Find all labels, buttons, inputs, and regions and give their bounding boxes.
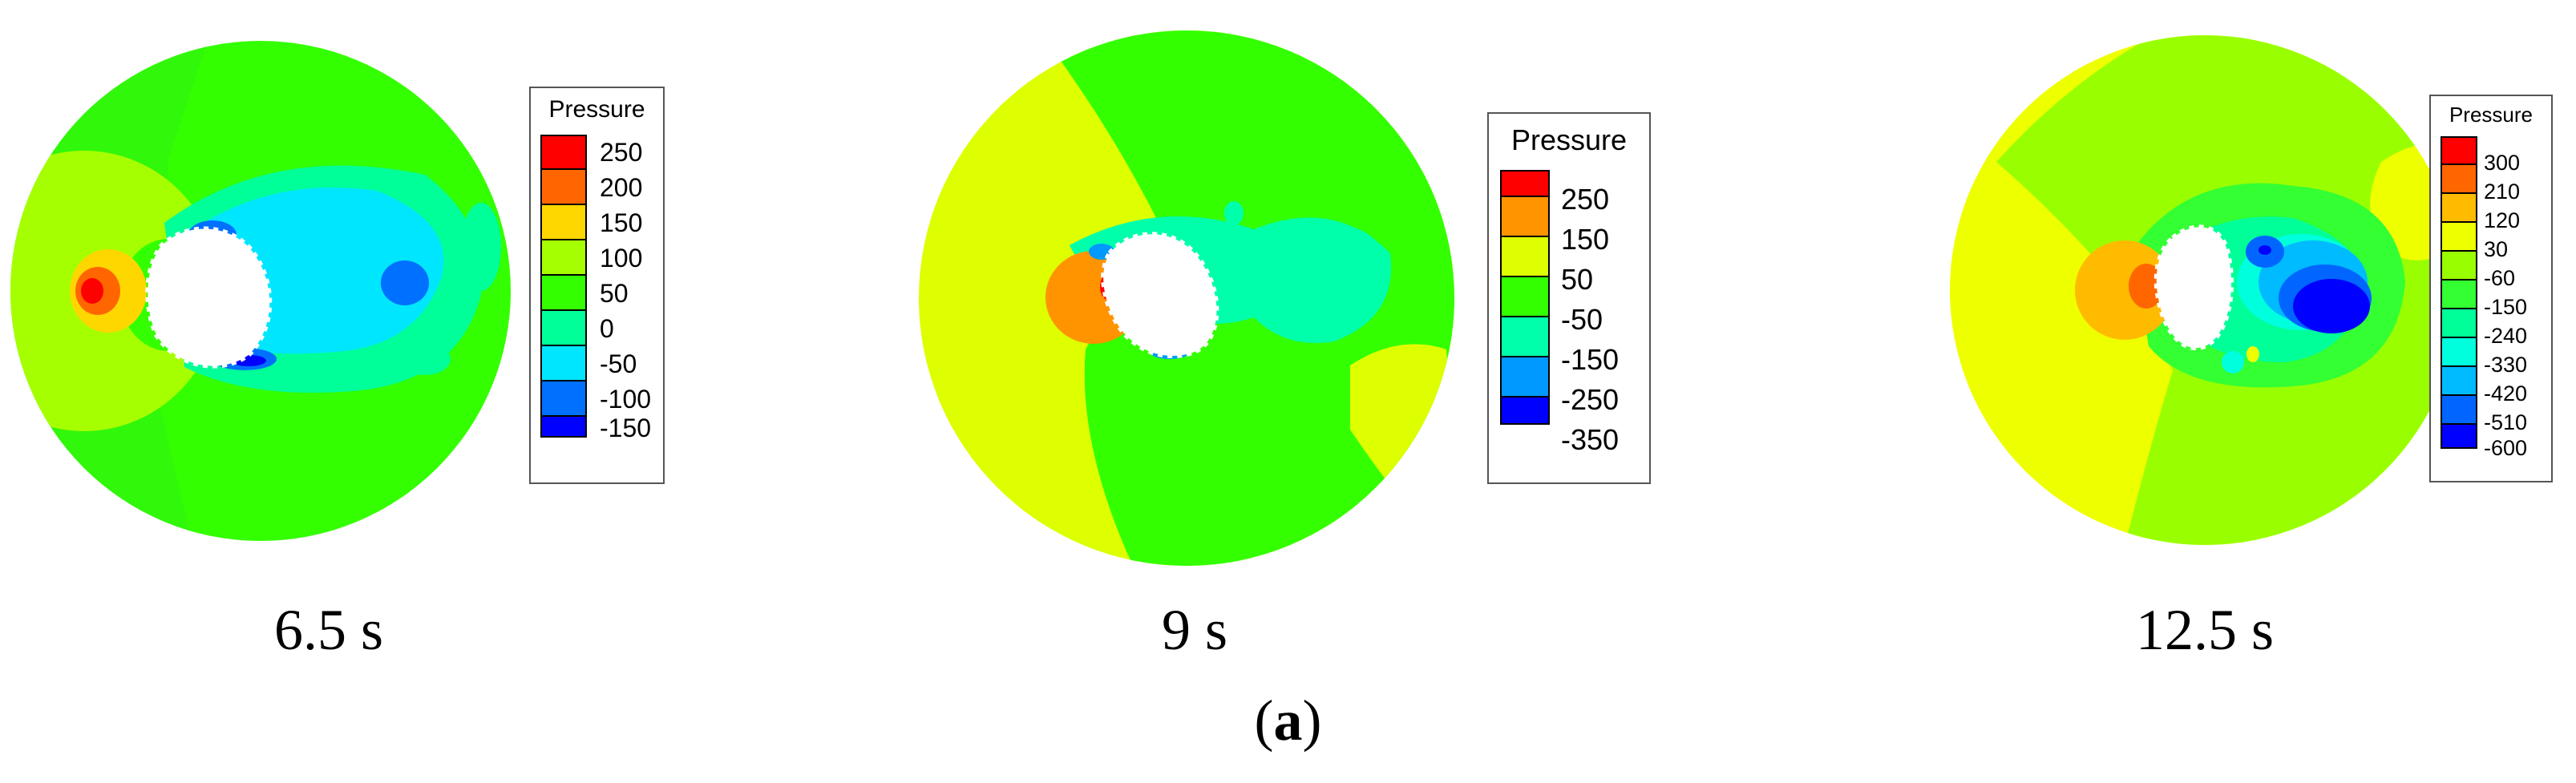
legend-swatch <box>2441 396 2477 425</box>
legend-value: -150 <box>600 414 652 442</box>
legend-box: Pressure 250 200 150 100 50 0 -50 <box>529 87 665 484</box>
legend-value: 210 <box>2484 180 2521 204</box>
legend-swatch <box>540 240 587 276</box>
legend-swatch <box>2441 194 2477 223</box>
legend-swatch <box>2441 425 2477 449</box>
legend-value: -50 <box>1561 303 1603 336</box>
legend-swatch <box>2441 223 2477 252</box>
legend-swatch <box>1500 357 1550 398</box>
legend-swatch <box>540 417 587 438</box>
legend-swatch <box>540 135 587 170</box>
legend-swatch <box>1500 317 1550 357</box>
panel-12-5s: Pressure 300 210 120 30 -60 -150 -240 <box>1716 0 2576 689</box>
legend-value: -510 <box>2484 410 2528 434</box>
legend-value: -600 <box>2484 436 2528 460</box>
legend-swatch <box>2441 136 2477 165</box>
pressure-contour-plot <box>1950 35 2460 545</box>
legend-title: Pressure <box>548 96 645 123</box>
legend-swatch <box>2441 338 2477 367</box>
pressure-contour-plot <box>10 41 511 541</box>
time-label: 6.5 s <box>273 598 384 662</box>
legend-value: 50 <box>1561 263 1594 296</box>
subfigure-label: (a) <box>0 688 2576 754</box>
legend-swatch <box>540 311 587 346</box>
legend-swatch <box>1500 277 1550 317</box>
legend-swatch <box>540 381 587 417</box>
legend-value: -330 <box>2484 353 2528 377</box>
legend-value: -60 <box>2484 266 2516 290</box>
legend-value: -50 <box>600 349 637 378</box>
legend-value: 300 <box>2484 151 2521 175</box>
subfigure-label-open: ( <box>1254 688 1274 753</box>
legend-value: 100 <box>600 244 643 272</box>
legend-swatch <box>2441 367 2477 396</box>
legend-swatch <box>1500 237 1550 277</box>
legend-value: 50 <box>600 279 629 308</box>
legend-value: -240 <box>2484 324 2528 348</box>
legend-swatch <box>2441 252 2477 281</box>
legend-value: 200 <box>600 173 643 202</box>
legend-value: 150 <box>1561 223 1610 256</box>
legend-value: -150 <box>1561 343 1620 376</box>
legend-box: Pressure 300 210 120 30 -60 -150 -240 <box>2429 95 2553 482</box>
legend-swatch <box>1500 170 1550 197</box>
legend-title: Pressure <box>2449 103 2534 127</box>
legend-value: 30 <box>2484 237 2509 261</box>
legend-value: 150 <box>600 208 643 237</box>
subfigure-label-letter: a <box>1273 688 1303 753</box>
legend-box: Pressure 250 150 50 -50 -150 -250 -350 <box>1487 112 1651 484</box>
legend-swatch <box>540 170 587 205</box>
legend-value: 250 <box>600 138 643 167</box>
legend-value: -150 <box>2484 295 2528 319</box>
legend-swatch <box>540 346 587 381</box>
time-label: 9 s <box>1161 598 1228 662</box>
legend-title: Pressure <box>1510 123 1628 156</box>
legend-swatch <box>1500 398 1550 425</box>
legend-value: 250 <box>1561 183 1610 216</box>
panel-9s: Pressure 250 150 50 -50 -150 -250 -350 <box>858 0 1716 689</box>
time-label: 12.5 s <box>2135 598 2275 662</box>
subfigure-label-close: ) <box>1302 688 1322 753</box>
legend-value: -100 <box>600 385 652 414</box>
legend-swatch <box>2441 165 2477 194</box>
pressure-contour-plot <box>919 30 1454 566</box>
legend-value: -350 <box>1561 423 1620 456</box>
legend-value: 0 <box>600 314 614 343</box>
legend-swatch <box>540 205 587 240</box>
legend-swatch <box>540 276 587 311</box>
legend-value: -250 <box>1561 383 1620 416</box>
legend-swatch <box>2441 309 2477 338</box>
legend-swatch <box>2441 281 2477 309</box>
panel-6-5s: Pressure 250 200 150 100 50 0 -50 <box>0 0 858 689</box>
legend-value: -420 <box>2484 381 2528 406</box>
legend-value: 120 <box>2484 208 2521 232</box>
legend-swatch <box>1500 197 1550 237</box>
